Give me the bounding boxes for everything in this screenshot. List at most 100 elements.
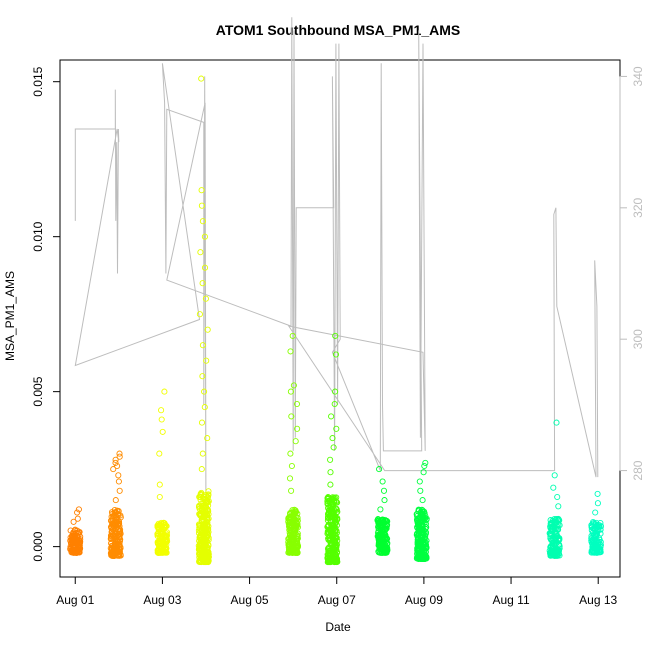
data-point bbox=[333, 425, 340, 432]
data-point bbox=[327, 481, 334, 488]
y-tick-label: 0.010 bbox=[31, 221, 45, 251]
data-point bbox=[329, 513, 336, 520]
data-point bbox=[203, 556, 210, 563]
data-point bbox=[591, 526, 598, 533]
data-point bbox=[198, 202, 205, 209]
data-point bbox=[292, 548, 299, 555]
data-point bbox=[294, 514, 301, 521]
data-point bbox=[203, 357, 210, 364]
data-point bbox=[287, 348, 294, 355]
data-point bbox=[112, 459, 119, 466]
data-point bbox=[198, 542, 205, 549]
data-point bbox=[70, 518, 77, 525]
data-point bbox=[594, 490, 601, 497]
data-point bbox=[420, 555, 427, 562]
data-point bbox=[201, 233, 208, 240]
data-point bbox=[332, 351, 340, 358]
data-point bbox=[420, 509, 427, 516]
data-point bbox=[115, 478, 122, 485]
data-point bbox=[203, 512, 210, 519]
data-point bbox=[417, 509, 424, 516]
data-point bbox=[594, 543, 601, 550]
data-point bbox=[553, 419, 560, 426]
data-point bbox=[376, 537, 384, 544]
data-point bbox=[592, 509, 599, 516]
data-point bbox=[325, 544, 332, 551]
data-point bbox=[333, 529, 340, 536]
data-point bbox=[116, 520, 123, 527]
data-point bbox=[112, 497, 119, 504]
data-point bbox=[158, 416, 165, 423]
data-point bbox=[376, 538, 383, 545]
data-point bbox=[552, 517, 559, 524]
point-group bbox=[324, 332, 341, 566]
data-point bbox=[111, 532, 119, 539]
data-point bbox=[292, 507, 299, 514]
data-point bbox=[285, 515, 293, 522]
data-point bbox=[286, 475, 294, 482]
data-point bbox=[381, 497, 388, 504]
data-point bbox=[157, 522, 164, 529]
data-point bbox=[158, 407, 165, 414]
data-point bbox=[203, 498, 210, 506]
x-tick-label: Aug 07 bbox=[318, 593, 356, 607]
data-point bbox=[379, 478, 386, 485]
data-point bbox=[161, 548, 169, 555]
data-point bbox=[204, 435, 211, 442]
data-point bbox=[292, 438, 299, 445]
data-point bbox=[383, 548, 390, 555]
data-point bbox=[555, 503, 562, 510]
data-point bbox=[197, 558, 204, 566]
data-point bbox=[74, 529, 81, 536]
data-point bbox=[380, 487, 388, 494]
data-point bbox=[75, 546, 82, 553]
data-point bbox=[198, 466, 205, 473]
data-point bbox=[68, 540, 75, 547]
data-point bbox=[422, 459, 429, 466]
data-point bbox=[376, 545, 383, 552]
data-point bbox=[202, 509, 209, 516]
data-point bbox=[116, 546, 123, 553]
data-point bbox=[375, 517, 382, 525]
y2-tick-label: 320 bbox=[631, 197, 645, 217]
point-group bbox=[588, 490, 605, 556]
data-point bbox=[377, 506, 384, 513]
data-point bbox=[289, 332, 296, 339]
data-point bbox=[287, 388, 294, 395]
data-point bbox=[329, 533, 336, 540]
x-tick-label: Aug 09 bbox=[405, 593, 443, 607]
data-point bbox=[114, 511, 122, 518]
data-point bbox=[114, 546, 121, 553]
data-point bbox=[414, 550, 421, 557]
data-point bbox=[420, 518, 427, 525]
data-point bbox=[416, 478, 423, 485]
data-point bbox=[419, 497, 426, 504]
data-point bbox=[333, 559, 340, 566]
data-point bbox=[330, 444, 337, 451]
point-group bbox=[374, 466, 391, 556]
data-point bbox=[116, 450, 123, 457]
data-point bbox=[555, 547, 562, 554]
data-point bbox=[332, 332, 339, 339]
data-point bbox=[291, 525, 298, 532]
data-point bbox=[327, 469, 334, 476]
y-axis: 0.000 0.005 0.010 0.015 bbox=[31, 66, 60, 562]
point-group bbox=[195, 75, 212, 566]
y-axis-right: 280 300 320 340 bbox=[619, 66, 645, 481]
data-point bbox=[197, 249, 204, 256]
data-point bbox=[417, 487, 424, 494]
data-point bbox=[326, 552, 333, 559]
data-point bbox=[332, 388, 339, 395]
y2-tick-label: 280 bbox=[631, 460, 645, 480]
data-point bbox=[294, 510, 301, 517]
data-point bbox=[597, 526, 604, 533]
data-point bbox=[420, 469, 427, 476]
data-point bbox=[384, 535, 391, 542]
data-point bbox=[293, 400, 301, 408]
data-point bbox=[421, 462, 428, 470]
data-point bbox=[198, 549, 205, 556]
data-point bbox=[163, 533, 170, 540]
data-point bbox=[288, 514, 295, 521]
data-point bbox=[290, 518, 297, 525]
data-point bbox=[422, 533, 429, 540]
